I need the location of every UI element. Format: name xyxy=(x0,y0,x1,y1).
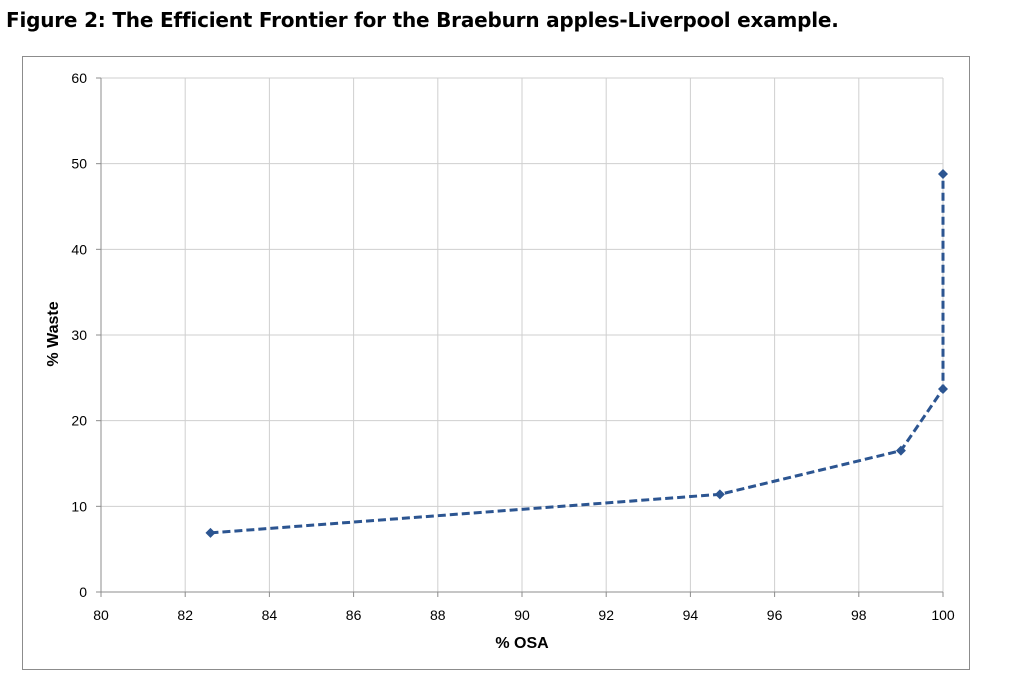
y-axis-title: % Waste xyxy=(45,301,62,366)
x-tick-label: 82 xyxy=(177,607,193,623)
data-point-marker xyxy=(205,527,216,538)
data-point-marker xyxy=(895,445,906,456)
figure-title: Figure 2: The Efficient Frontier for the… xyxy=(6,8,839,32)
x-tick-label: 92 xyxy=(598,607,614,623)
data-point-marker xyxy=(938,168,948,179)
x-tick-label: 86 xyxy=(346,607,362,623)
y-tick-label: 40 xyxy=(71,241,87,257)
y-tick-label: 20 xyxy=(71,413,87,429)
data-point-marker xyxy=(714,489,725,500)
tick-labels: 80 82 84 86 88 90 92 94 96 98 100 0 10 20 30 40 50 60 xyxy=(71,70,954,623)
axes xyxy=(96,77,944,597)
x-tick-label: 100 xyxy=(931,607,955,623)
x-tick-label: 96 xyxy=(767,607,783,623)
x-tick-label: 80 xyxy=(93,607,109,623)
data-point-marker xyxy=(938,383,948,394)
x-tick-label: 84 xyxy=(262,607,278,623)
y-tick-label: 10 xyxy=(71,498,87,514)
y-tick-label: 30 xyxy=(71,327,87,343)
x-tick-label: 94 xyxy=(683,607,699,623)
x-tick-label: 98 xyxy=(851,607,867,623)
series-layer xyxy=(205,168,948,538)
gridlines xyxy=(101,77,944,592)
y-tick-label: 60 xyxy=(71,70,87,86)
series-line xyxy=(210,173,945,535)
x-axis-title: % OSA xyxy=(495,635,549,652)
y-tick-label: 0 xyxy=(79,584,87,600)
y-tick-label: 50 xyxy=(71,156,87,172)
x-tick-label: 88 xyxy=(430,607,446,623)
chart-frame xyxy=(22,56,970,670)
x-tick-label: 90 xyxy=(514,607,530,623)
